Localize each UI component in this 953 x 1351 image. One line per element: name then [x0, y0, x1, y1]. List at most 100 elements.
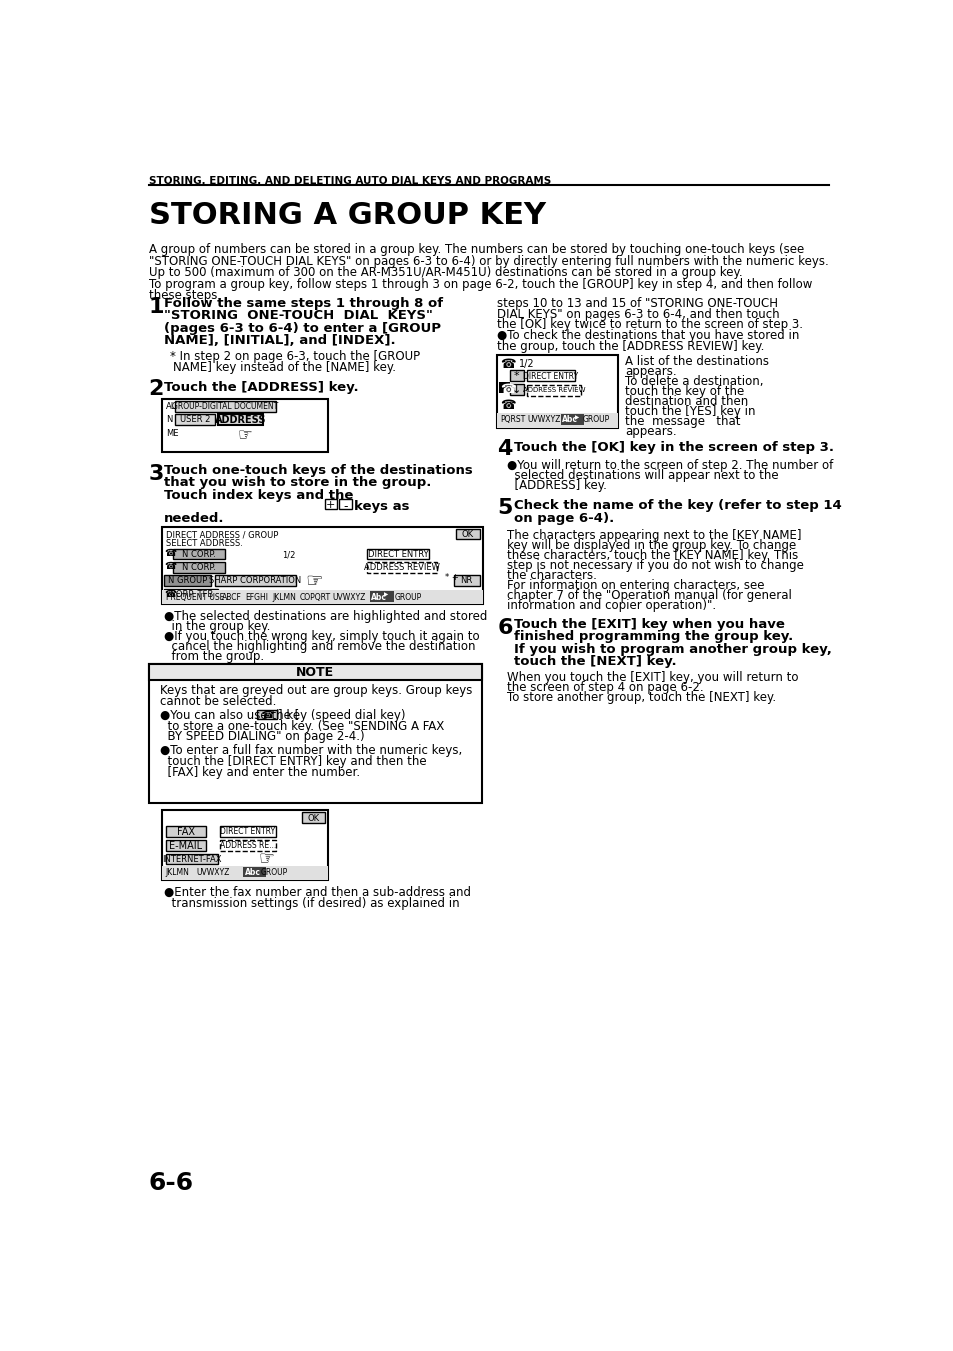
Text: To program a group key, follow steps 1 through 3 on page 6-2, touch the [GROUP] : To program a group key, follow steps 1 t…	[149, 277, 811, 290]
Text: [FAX] key and enter the number.: [FAX] key and enter the number.	[159, 766, 359, 778]
Text: Touch the [OK] key in the screen of step 3.: Touch the [OK] key in the screen of step…	[514, 440, 834, 454]
Text: ●Enter the fax number and then a sub-address and: ●Enter the fax number and then a sub-add…	[164, 886, 471, 898]
Text: ●To enter a full fax number with the numeric keys,: ●To enter a full fax number with the num…	[159, 744, 461, 758]
Bar	[218, 413, 263, 424]
Text: Abc: Abc	[245, 869, 260, 877]
Text: (pages 6-3 to 6-4) to enter a [GROUP: (pages 6-3 to 6-4) to enter a [GROUP	[164, 322, 440, 335]
Text: chapter 7 of the "Operation manual (for general: chapter 7 of the "Operation manual (for …	[506, 589, 791, 601]
Text: N CORP.: N CORP.	[182, 563, 215, 573]
Text: CORP. TFB: CORP. TFB	[170, 590, 213, 600]
Text: *: *	[508, 401, 513, 411]
Text: cannot be selected.: cannot be selected.	[159, 694, 275, 708]
Text: information and copier operation)".: information and copier operation)".	[506, 598, 715, 612]
Text: ●To check the destinations that you have stored in: ●To check the destinations that you have…	[497, 330, 799, 342]
Text: GROUP: GROUP	[260, 869, 287, 877]
Text: AL: AL	[166, 403, 176, 411]
Text: finished programming the group key.: finished programming the group key.	[514, 631, 793, 643]
Bar	[166, 854, 218, 865]
Text: the screen of step 4 on page 6-2.: the screen of step 4 on page 6-2.	[506, 681, 702, 694]
Text: 3: 3	[149, 463, 164, 484]
Text: key will be displayed in the group key. To change: key will be displayed in the group key. …	[506, 539, 795, 551]
Text: DIAL KEYS" on pages 6-3 to 6-4, and then touch: DIAL KEYS" on pages 6-3 to 6-4, and then…	[497, 308, 780, 320]
Bar	[497, 354, 617, 428]
Text: For information on entering characters, see: For information on entering characters, …	[506, 578, 763, 592]
Text: GROUP: GROUP	[582, 415, 609, 424]
Text: A group of numbers can be stored in a group key. The numbers can be stored by to: A group of numbers can be stored in a gr…	[149, 243, 803, 255]
Bar	[367, 549, 429, 559]
Text: FREQUENT USE: FREQUENT USE	[166, 593, 224, 601]
Bar	[498, 382, 509, 393]
Bar	[509, 370, 523, 381]
Text: ↓: ↓	[512, 385, 521, 394]
Text: When you touch the [EXIT] key, you will return to: When you touch the [EXIT] key, you will …	[506, 671, 798, 684]
Bar	[172, 562, 225, 573]
Text: 1/2: 1/2	[518, 359, 535, 369]
Bar	[162, 811, 328, 880]
Text: INTERNET-FAX: INTERNET-FAX	[162, 855, 222, 865]
Text: ☞: ☞	[237, 426, 253, 444]
Text: BY SPEED DIALING" on page 2-4.): BY SPEED DIALING" on page 2-4.)	[159, 731, 364, 743]
Text: SELECT ADDRESS.: SELECT ADDRESS.	[166, 539, 242, 547]
Text: UVWXYZ: UVWXYZ	[332, 593, 365, 601]
Text: ] key (speed dial key): ] key (speed dial key)	[278, 709, 405, 721]
Text: OK: OK	[308, 813, 319, 823]
Text: from the group.: from the group.	[164, 650, 264, 663]
Text: these steps.: these steps.	[149, 289, 220, 303]
Text: COPQRT: COPQRT	[299, 593, 331, 601]
Text: "STORING  ONE-TOUCH  DIAL  KEYS": "STORING ONE-TOUCH DIAL KEYS"	[164, 309, 433, 322]
Text: ☎: ☎	[499, 400, 515, 412]
Text: To delete a destination,: To delete a destination,	[624, 374, 763, 388]
Text: in the group key.: in the group key.	[164, 620, 271, 634]
Text: E-MAIL: E-MAIL	[170, 842, 202, 851]
Text: Keys that are greyed out are group keys. Group keys: Keys that are greyed out are group keys.…	[159, 684, 472, 697]
Text: UVWXYZ: UVWXYZ	[526, 415, 559, 424]
Bar	[367, 562, 436, 573]
Text: If you wish to program another group key,: If you wish to program another group key…	[514, 643, 832, 655]
Text: The characters appearing next to the [KEY NAME]: The characters appearing next to the [KE…	[506, 528, 801, 542]
Bar	[509, 384, 523, 394]
Bar	[220, 825, 275, 836]
Text: PQRST: PQRST	[499, 415, 524, 424]
Text: the [OK] key twice to return to the screen of step 3.: the [OK] key twice to return to the scre…	[497, 319, 802, 331]
Text: JKLMN: JKLMN	[166, 869, 190, 877]
Text: that you wish to store in the group.: that you wish to store in the group.	[164, 477, 431, 489]
Text: touch the [DIRECT ENTRY] key and then the: touch the [DIRECT ENTRY] key and then th…	[159, 755, 426, 767]
Text: Touch the [EXIT] key when you have: Touch the [EXIT] key when you have	[514, 617, 784, 631]
Text: 2: 2	[149, 380, 164, 400]
Text: on page 6-4).: on page 6-4).	[514, 512, 614, 524]
Text: ADDRESS REVIEW: ADDRESS REVIEW	[364, 563, 439, 573]
Text: 4: 4	[497, 439, 513, 459]
Bar	[257, 709, 277, 719]
Bar	[526, 385, 580, 396]
Text: these characters, touch the [KEY NAME] key. This: these characters, touch the [KEY NAME] k…	[506, 549, 797, 562]
Text: * +: * +	[444, 573, 458, 582]
Text: ABCF: ABCF	[222, 593, 242, 601]
Text: selected destinations will appear next to the: selected destinations will appear next t…	[506, 469, 778, 481]
Text: Abc: Abc	[371, 593, 387, 601]
Text: * In step 2 on page 6-3, touch the [GROUP: * In step 2 on page 6-3, touch the [GROU…	[170, 350, 419, 363]
Text: 5: 5	[497, 497, 513, 517]
Text: OK: OK	[461, 530, 474, 539]
Text: cancel the highlighting and remove the destination: cancel the highlighting and remove the d…	[164, 640, 476, 654]
Bar	[369, 590, 394, 601]
Text: +: +	[326, 500, 335, 511]
Text: ☞: ☞	[258, 848, 274, 867]
Text: ☎: ☎	[499, 358, 515, 372]
Text: needed.: needed.	[164, 512, 225, 524]
Text: JKLMN: JKLMN	[272, 593, 295, 601]
Bar	[162, 527, 483, 604]
Bar	[454, 574, 479, 585]
Text: ☎: ☎	[164, 561, 176, 571]
Text: ☎: ☎	[261, 711, 274, 720]
Text: touch the [NEXT] key.: touch the [NEXT] key.	[514, 655, 677, 667]
Text: destination and then: destination and then	[624, 394, 748, 408]
Bar	[302, 812, 325, 823]
Text: EFGHI: EFGHI	[245, 593, 269, 601]
Bar	[162, 399, 328, 453]
Text: DIRECT ENTRY: DIRECT ENTRY	[368, 550, 428, 559]
Bar	[214, 574, 295, 585]
Bar	[526, 370, 575, 381]
Text: ●The selected destinations are highlighted and stored: ●The selected destinations are highlight…	[164, 611, 487, 623]
Text: 6: 6	[497, 617, 513, 638]
Text: ADDRESS: ADDRESS	[215, 416, 267, 426]
